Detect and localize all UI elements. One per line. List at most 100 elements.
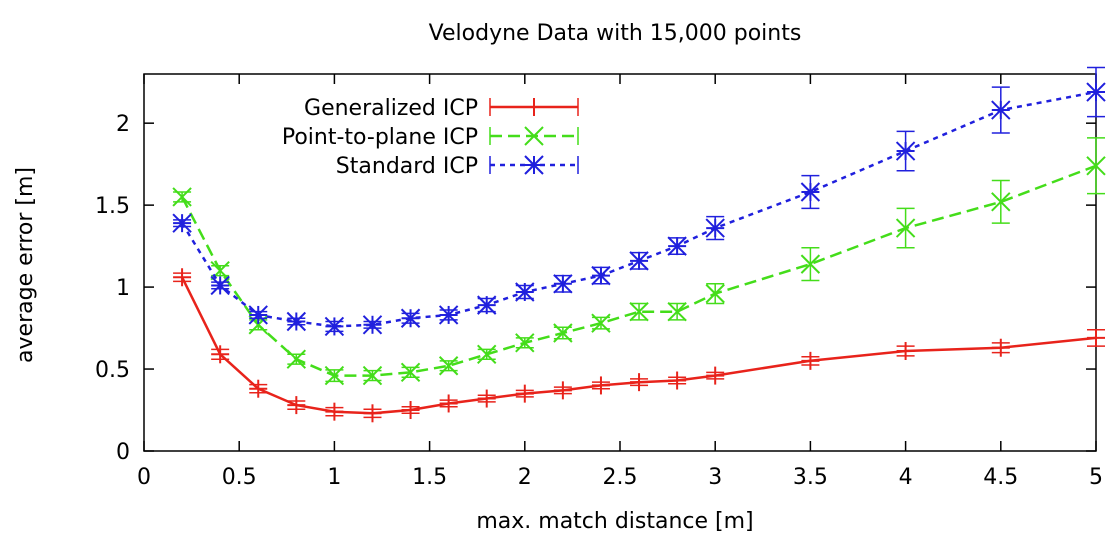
marker-stroke xyxy=(667,301,687,322)
x-tick-label: 2.5 xyxy=(603,465,638,490)
data-point xyxy=(211,345,230,364)
data-point xyxy=(1087,328,1105,347)
data-point xyxy=(553,323,573,343)
marker-stroke xyxy=(629,251,649,271)
marker-stroke xyxy=(895,141,916,161)
marker-stroke xyxy=(705,218,725,238)
series-line xyxy=(180,276,1097,415)
marker-stroke xyxy=(895,218,916,238)
series-standard-icp xyxy=(172,66,1106,337)
marker-stroke xyxy=(553,274,573,294)
data-point xyxy=(477,344,497,364)
marker-stroke xyxy=(515,333,535,353)
marker-stroke xyxy=(1086,156,1106,176)
x-tick-label: 0.5 xyxy=(222,465,257,490)
data-point xyxy=(524,155,544,175)
data-point xyxy=(400,362,421,383)
x-tick-label: 4 xyxy=(899,465,913,490)
marker-stroke xyxy=(210,275,230,296)
data-point xyxy=(362,315,383,335)
data-point xyxy=(800,254,821,274)
marker-stroke xyxy=(172,213,192,233)
series-point-to-plane-icp xyxy=(172,137,1106,386)
data-point xyxy=(515,282,535,302)
marker-stroke xyxy=(172,187,192,207)
data-point xyxy=(400,308,421,328)
data-point xyxy=(800,182,821,202)
data-point xyxy=(172,187,192,207)
data-point xyxy=(477,295,497,315)
marker-stroke xyxy=(991,192,1011,212)
data-point xyxy=(667,236,687,256)
tick-layer: 0 0.5 1 1.5 2 2.5 3 3.5 4 4.5 5 0 0.5 1 1.5 2 xyxy=(95,74,1103,490)
data-point xyxy=(668,371,687,390)
data-point xyxy=(629,301,649,322)
data-point xyxy=(515,384,534,403)
legend-entry: Generalized ICP xyxy=(304,96,579,121)
x-axis-label: max. match distance [m] xyxy=(476,509,753,534)
data-point xyxy=(1086,156,1106,176)
legend-entry: Point-to-plane ICP xyxy=(282,125,579,150)
y-tick-label: 0 xyxy=(116,440,130,465)
data-point xyxy=(896,342,915,361)
marker-stroke xyxy=(400,308,421,328)
series-generalized-icp xyxy=(173,268,1105,423)
y-tick-label: 1 xyxy=(116,276,130,301)
data-point xyxy=(515,333,535,353)
data-point xyxy=(630,373,649,392)
data-point xyxy=(249,379,268,398)
chart-title: Velodyne Data with 15,000 points xyxy=(429,21,802,46)
legend-label: Generalized ICP xyxy=(304,96,478,121)
marker-stroke xyxy=(800,254,821,274)
data-point xyxy=(991,192,1011,212)
marker-stroke xyxy=(362,365,383,386)
data-point xyxy=(324,365,345,386)
marker-stroke xyxy=(477,344,497,364)
x-tick-label: 0 xyxy=(137,465,151,490)
data-point xyxy=(286,311,307,332)
marker-stroke xyxy=(515,282,535,302)
marker-stroke xyxy=(286,349,307,369)
marker-stroke xyxy=(800,182,821,202)
data-point xyxy=(591,376,610,395)
marker-stroke xyxy=(705,283,725,304)
marker-stroke xyxy=(362,315,383,335)
marker-stroke xyxy=(991,100,1011,120)
data-point xyxy=(210,275,230,296)
marker-stroke xyxy=(248,305,268,325)
marker-stroke xyxy=(667,236,687,256)
data-point xyxy=(706,366,725,385)
data-point xyxy=(991,338,1010,357)
marker-stroke xyxy=(477,295,497,315)
y-tick-label: 0.5 xyxy=(95,358,130,383)
x-tick-label: 3.5 xyxy=(793,465,828,490)
data-point xyxy=(524,126,544,146)
marker-stroke xyxy=(1086,82,1106,102)
data-point xyxy=(287,396,306,415)
data-point xyxy=(895,141,916,161)
legend-entry: Standard ICP xyxy=(336,154,579,179)
marker-stroke xyxy=(591,313,611,333)
marker-stroke xyxy=(324,316,345,337)
data-point xyxy=(705,218,725,238)
data-point xyxy=(667,301,687,322)
data-point xyxy=(439,394,458,413)
data-point xyxy=(173,268,192,287)
data-point xyxy=(705,283,725,304)
y-tick-label: 2 xyxy=(116,112,130,137)
marker-stroke xyxy=(524,155,544,175)
data-point xyxy=(591,265,611,286)
legend-label: Point-to-plane ICP xyxy=(282,125,478,150)
data-point xyxy=(477,389,496,408)
legend: Generalized ICP Point-to-plane ICP Standar… xyxy=(282,96,579,179)
data-point xyxy=(401,401,420,420)
data-point xyxy=(525,98,543,116)
data-point xyxy=(629,251,649,271)
marker-stroke xyxy=(591,265,611,286)
data-point xyxy=(438,356,459,376)
data-point xyxy=(325,402,344,421)
x-tick-label: 2 xyxy=(518,465,532,490)
data-point xyxy=(248,305,268,325)
x-tick-label: 4.5 xyxy=(983,465,1018,490)
